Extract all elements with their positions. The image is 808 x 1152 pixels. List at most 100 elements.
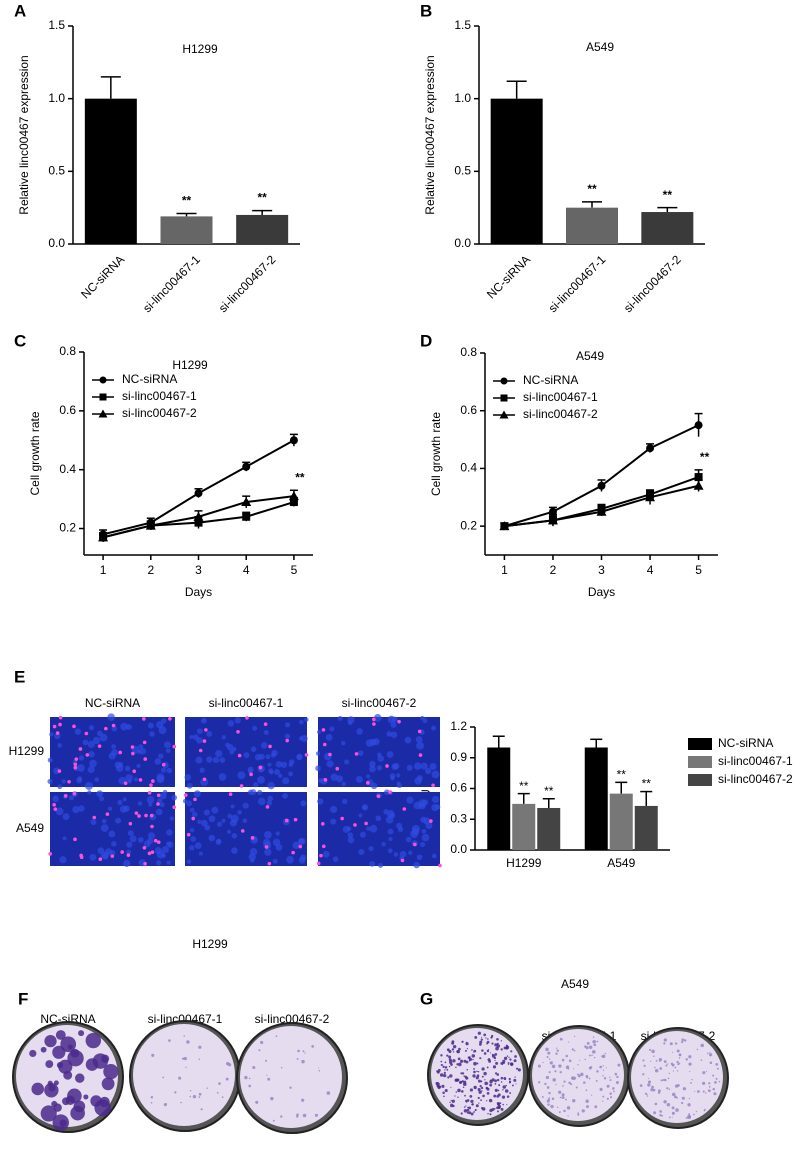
colony: [74, 1073, 85, 1083]
edu-cell: [138, 778, 143, 782]
colony: [694, 1090, 696, 1093]
x-tick-label: 4: [243, 563, 250, 577]
nucleus: [77, 776, 83, 782]
colony: [499, 1102, 502, 1105]
colony: [178, 1076, 182, 1080]
colony: [559, 1096, 562, 1099]
nucleus: [198, 851, 203, 856]
y-tick-label: 0.0: [48, 236, 65, 250]
nucleus: [54, 733, 61, 740]
colony: [513, 1078, 517, 1082]
nucleus: [266, 800, 273, 806]
colony: [715, 1077, 718, 1080]
nucleus: [288, 762, 294, 768]
panel-letter: C: [14, 331, 26, 350]
colony: [491, 1042, 494, 1045]
colony: [476, 1074, 480, 1078]
colony: [494, 1059, 496, 1061]
colony: [493, 1056, 497, 1060]
colony: [601, 1055, 604, 1058]
nucleus: [92, 736, 101, 745]
colony: [542, 1061, 544, 1064]
colony: [216, 1091, 219, 1094]
colony: [609, 1092, 612, 1095]
edu-cell: [304, 753, 309, 757]
colony: [548, 1058, 551, 1060]
nucleus: [267, 762, 272, 767]
nucleus: [166, 860, 171, 865]
marker: [499, 521, 510, 531]
colony: [644, 1092, 647, 1095]
marker: [242, 462, 251, 471]
bar: [584, 747, 608, 850]
nucleus: [264, 830, 272, 839]
colony: [476, 1062, 479, 1065]
nucleus: [206, 756, 213, 763]
x-tick-label: 4: [647, 563, 654, 577]
colony: [671, 1092, 676, 1097]
nucleus: [393, 852, 399, 857]
colony: [646, 1095, 649, 1097]
colony: [443, 1095, 445, 1098]
colony: [466, 1068, 469, 1071]
colony: [664, 1078, 666, 1081]
colony: [714, 1081, 717, 1084]
colony: [594, 1105, 598, 1109]
colony: [494, 1043, 498, 1047]
nucleus: [218, 773, 227, 781]
colony: [479, 1057, 482, 1060]
nucleus: [159, 802, 165, 808]
nucleus: [208, 815, 216, 823]
colony: [554, 1070, 557, 1073]
colony: [450, 1099, 452, 1102]
nucleus: [219, 757, 226, 763]
nucleus: [190, 836, 197, 842]
colony: [450, 1063, 453, 1066]
colony: [562, 1085, 564, 1087]
x-tick-label: 1: [501, 563, 508, 577]
marker: [547, 515, 558, 525]
colony: [506, 1055, 509, 1057]
y-tick-label: 0.9: [450, 750, 467, 764]
nucleus: [166, 829, 173, 836]
nucleus: [260, 742, 268, 749]
nucleus: [164, 741, 171, 749]
colony: [565, 1065, 570, 1070]
nucleus: [123, 859, 131, 867]
edu-cell: [249, 772, 253, 777]
bar: [634, 805, 658, 850]
colony: [478, 1042, 482, 1046]
edu-cell: [142, 845, 147, 850]
colony: [198, 1092, 202, 1096]
nucleus: [90, 819, 97, 826]
edu-cell: [161, 762, 166, 767]
colony: [615, 1080, 619, 1084]
colony: [48, 1084, 56, 1092]
colony: [581, 1109, 585, 1113]
colony: [617, 1063, 621, 1067]
nucleus: [127, 830, 134, 837]
colony: [515, 1067, 519, 1070]
colony: [555, 1052, 558, 1055]
y-tick-label: 0.6: [460, 403, 477, 417]
column-label: si-linc00467-1: [148, 1012, 223, 1026]
colony: [559, 1070, 562, 1074]
panel-letter: E: [14, 667, 25, 686]
nucleus: [138, 744, 144, 749]
colony: [451, 1040, 455, 1044]
nucleus: [284, 733, 291, 739]
edu-cell: [85, 753, 90, 757]
colony: [186, 1040, 190, 1044]
nucleus: [157, 797, 163, 804]
colony: [265, 1059, 268, 1062]
nucleus: [167, 841, 174, 848]
edu-cell: [237, 753, 242, 758]
nucleus: [422, 799, 429, 806]
colony: [78, 1030, 85, 1037]
colony: [255, 1100, 259, 1104]
nucleus: [252, 725, 258, 731]
colony: [443, 1074, 447, 1078]
edu-cell: [92, 815, 97, 820]
edu-cell: [73, 762, 78, 767]
nucleus: [111, 841, 117, 847]
